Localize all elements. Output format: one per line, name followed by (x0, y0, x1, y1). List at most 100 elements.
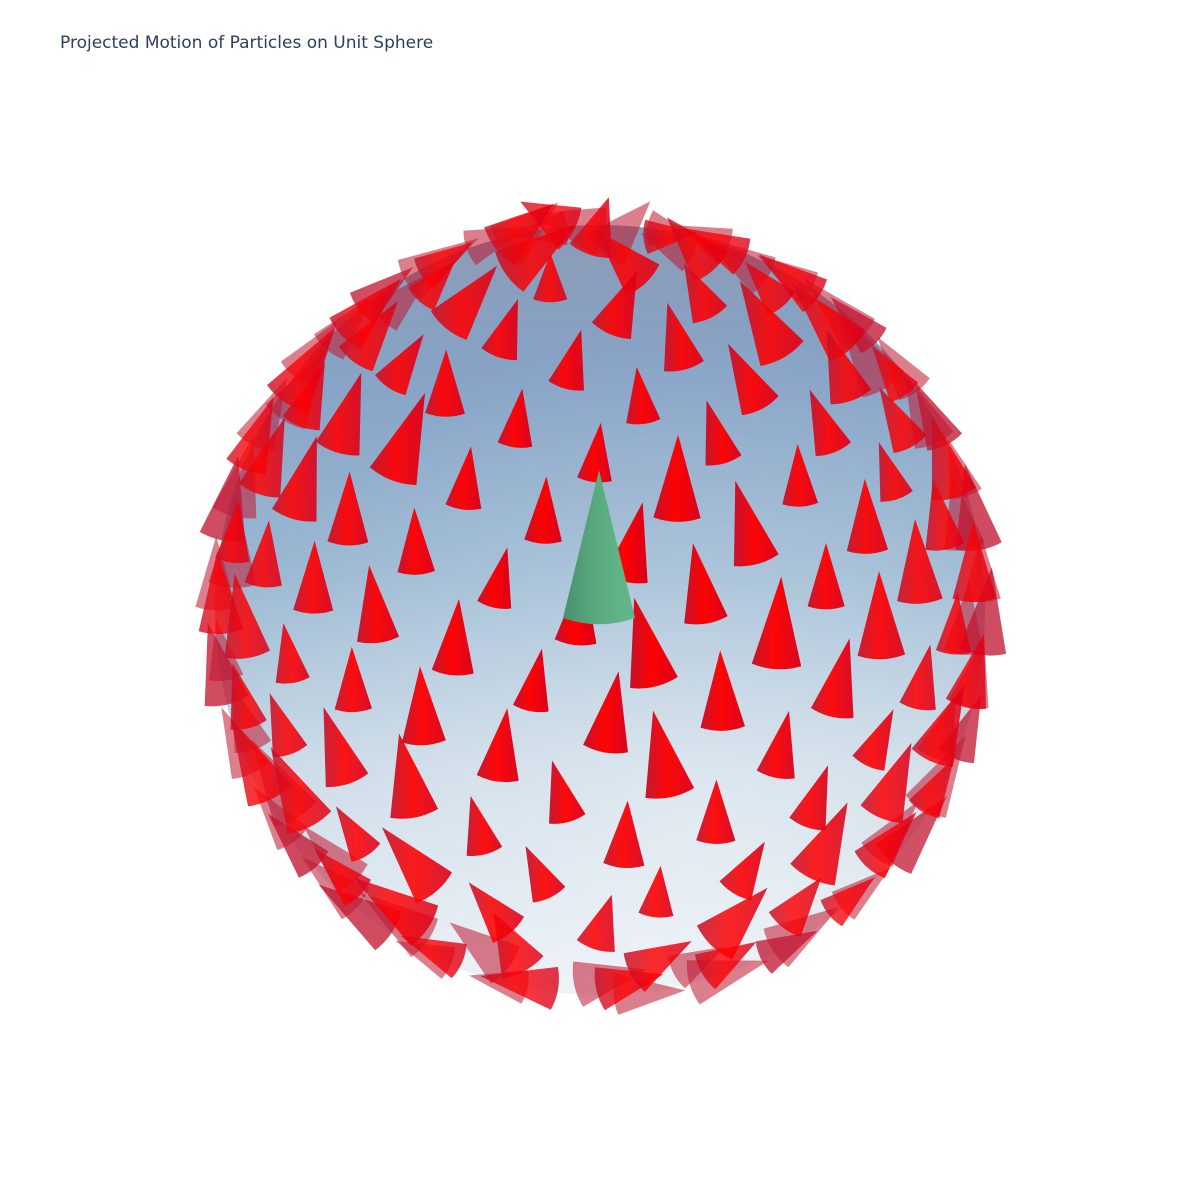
particle-cone (481, 299, 518, 361)
particle-cone (871, 345, 919, 403)
particle-cone (789, 765, 829, 831)
particle-cone (583, 671, 628, 754)
particle-cone (282, 361, 325, 431)
particle-cone (857, 571, 906, 660)
particle-cone (854, 812, 917, 879)
particle-cone (230, 663, 267, 730)
particle-cone (576, 894, 615, 952)
particle-cone (323, 707, 369, 788)
particle-cone (548, 329, 584, 391)
particle-cone (375, 334, 424, 396)
particle-cone (267, 327, 336, 413)
particle-cone (846, 478, 889, 554)
particle-cone (935, 592, 972, 655)
particle-cone (643, 219, 698, 254)
particle-cone (353, 877, 439, 946)
particle-cone (958, 567, 1007, 656)
particle-cone (595, 230, 660, 296)
particle-cone (381, 827, 452, 904)
particle-cone (638, 865, 674, 918)
particle-cone (577, 422, 612, 483)
particle-cone (267, 813, 329, 878)
particle-cone (756, 710, 795, 779)
particle-cone (945, 633, 986, 710)
particle-cone (397, 507, 435, 575)
particle-cone (468, 882, 525, 943)
particle-cone (645, 710, 695, 799)
particle-cone (275, 623, 310, 684)
particle-cone (809, 389, 851, 457)
particle-cone (695, 942, 757, 990)
particle-cone (664, 302, 704, 372)
particle-cone (852, 709, 894, 771)
particle-cone (431, 598, 474, 676)
particle-cone (768, 877, 822, 937)
particle-cone (497, 388, 533, 448)
particle-cone (782, 444, 819, 507)
particle-cone (430, 265, 498, 340)
particle-cone (327, 471, 369, 546)
particle-cone (719, 841, 765, 901)
particle-cone (238, 417, 285, 498)
particle-cone (533, 253, 568, 303)
particle-cone (524, 476, 562, 544)
particle-cone (915, 382, 962, 451)
particle-cone (925, 479, 965, 551)
particle-cone (952, 521, 997, 603)
particle-cone (591, 271, 638, 340)
particle-cone (728, 343, 779, 416)
particle-cone (215, 502, 250, 564)
particle-cone (700, 650, 745, 731)
particle-cone (466, 795, 503, 856)
particle-cone (603, 800, 645, 869)
particle-cone (897, 518, 943, 604)
particle-cone (653, 434, 701, 522)
particle-cone (338, 301, 398, 372)
particle-cone (357, 565, 400, 644)
particle-cone (878, 442, 913, 502)
particle-cone (908, 757, 955, 819)
particle-cone (334, 646, 372, 713)
particle-cone (899, 644, 936, 711)
particle-cone (791, 283, 866, 362)
particle-cone (329, 278, 401, 350)
chart-title: Projected Motion of Particles on Unit Sp… (60, 33, 434, 53)
particle-cone (408, 260, 456, 311)
particle-cone (390, 733, 439, 819)
particle-cone (830, 297, 887, 354)
particle-cone (755, 930, 818, 974)
particle-cone (425, 349, 465, 417)
particle-cone (401, 666, 446, 746)
particle-cone (683, 263, 728, 324)
particle-cone (626, 367, 661, 425)
particle-cone (400, 935, 467, 979)
particle-cone (230, 718, 292, 807)
particle-cone (369, 392, 425, 485)
particle-cone (318, 884, 402, 951)
particle-cone (826, 329, 872, 405)
particle-cone (911, 685, 965, 767)
particle-cone (751, 576, 802, 670)
reference-cone (563, 470, 635, 625)
particle-cone (224, 573, 270, 659)
particle-cone (820, 877, 875, 927)
particle-cone (335, 806, 381, 862)
particle-cone (315, 372, 362, 456)
particle-cone (480, 966, 559, 1010)
particle-cone (525, 846, 566, 903)
particle-cone (569, 197, 612, 259)
particle-cone (269, 693, 308, 758)
particle-cone (684, 543, 728, 625)
particle-cone (745, 261, 795, 316)
particle-cone (931, 416, 976, 501)
particle-cone (272, 436, 317, 522)
particle-cone (705, 400, 742, 466)
particle-cone (630, 597, 678, 689)
particle-cone (739, 280, 804, 366)
particle-cone (270, 747, 332, 834)
particle-cone (667, 217, 728, 282)
particle-cone (623, 941, 692, 992)
particle-cone (790, 802, 848, 886)
particle-cone (696, 887, 768, 960)
